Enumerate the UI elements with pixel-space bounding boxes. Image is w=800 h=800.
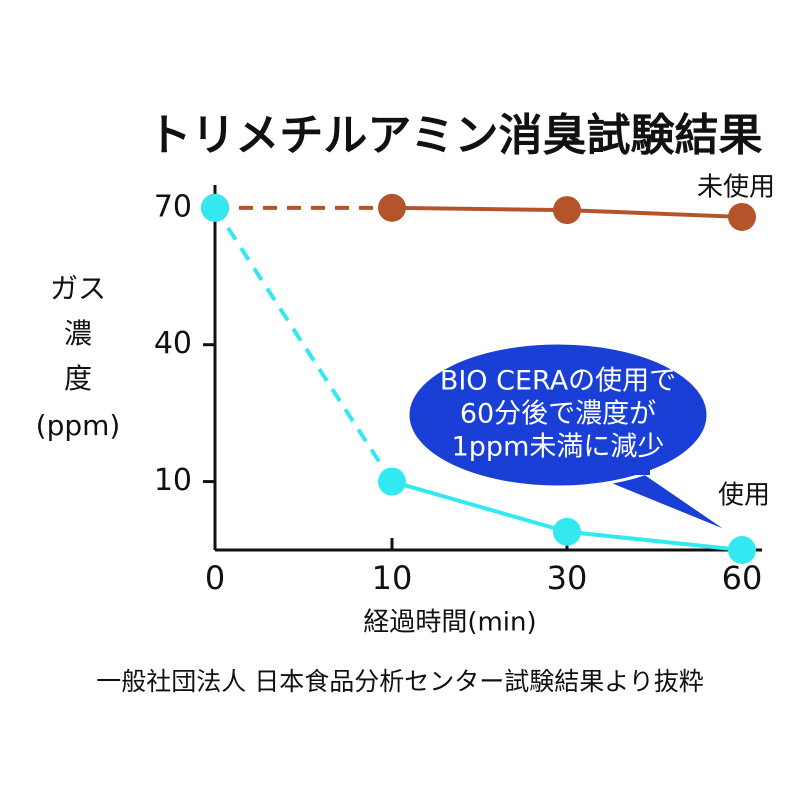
x-tick-label: 60	[722, 559, 763, 597]
data-point	[378, 193, 406, 222]
line-segment	[391, 479, 568, 534]
data-point	[378, 467, 406, 496]
chart-title: トリメチルアミン消臭試験結果	[147, 110, 762, 161]
data-point	[728, 536, 756, 564]
legend-label: 使用	[718, 481, 770, 511]
data-point	[553, 196, 581, 225]
callout-bubble	[406, 341, 710, 489]
callout-text: 1ppm未満に減少	[452, 432, 665, 463]
y-axis-label: ガス	[50, 272, 106, 305]
y-tick-label: 40	[154, 326, 192, 361]
y-tick-label: 70	[154, 189, 192, 224]
x-axis-label: 経過時間(min)	[363, 608, 536, 638]
data-point	[553, 517, 581, 546]
x-tick-label: 0	[205, 559, 225, 597]
data-point	[728, 202, 756, 231]
legend-label: 未使用	[697, 173, 775, 203]
x-tick-label: 10	[372, 559, 413, 597]
callout-join	[590, 455, 650, 475]
x-tick-label: 30	[547, 559, 588, 597]
y-axis-label: 濃	[64, 317, 92, 350]
data-point	[201, 193, 229, 222]
y-tick-label: 10	[154, 463, 192, 498]
footnote: 一般社団法人 日本食品分析センター試験結果より抜粋	[96, 667, 703, 696]
line-segment	[391, 205, 568, 213]
line-segment	[566, 529, 743, 552]
y-axis-label: 度	[64, 362, 92, 395]
callout-text: 60分後で濃度が	[460, 399, 656, 430]
callout-text: BIO CERAの使用で	[440, 366, 676, 397]
line-segment	[566, 208, 743, 219]
line-segment	[213, 206, 394, 483]
y-axis-label: (ppm)	[36, 409, 121, 442]
